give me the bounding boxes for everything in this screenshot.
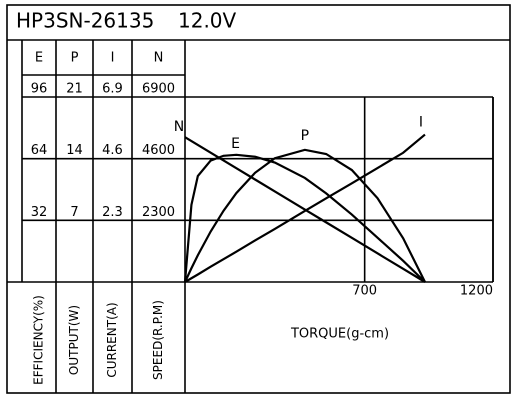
y-tick-label: 64 [31, 143, 48, 158]
x-axis-label: TORQUE(g-cm) [290, 327, 389, 342]
axis-header: N [154, 51, 164, 66]
axis-header: E [35, 51, 43, 66]
series-line [184, 136, 426, 283]
y-tick-label: 4.6 [102, 143, 123, 158]
axis-label: CURRENT(A) [105, 302, 119, 377]
series-label: P [301, 128, 309, 144]
chart-title: HP3SN-26135 [16, 9, 154, 33]
axis-label: SPEED(R.P.M) [151, 300, 165, 380]
series-label: E [231, 136, 240, 152]
y-tick-label: 32 [31, 205, 48, 220]
chart-subtitle: 12.0V [178, 9, 237, 33]
y-tick-label: 4600 [142, 143, 175, 158]
y-tick-label: 6.9 [102, 82, 123, 97]
x-tick-label: 1200 [460, 284, 493, 299]
axis-label: EFFICIENCY(%) [32, 295, 46, 385]
y-tick-label: 96 [31, 82, 48, 97]
frame [6, 4, 511, 394]
y-tick-label: 7 [70, 205, 78, 220]
y-tick-label: 2.3 [102, 205, 123, 220]
series-label: I [419, 115, 423, 131]
axis-header: P [71, 51, 79, 66]
y-tick-label: 14 [66, 143, 83, 158]
x-tick-label: 700 [352, 284, 377, 299]
y-tick-label: 21 [66, 82, 83, 97]
series-line [183, 153, 426, 283]
y-tick-label: 2300 [142, 205, 175, 220]
series-line [184, 148, 426, 283]
series-label: N [174, 119, 184, 135]
axis-header: I [111, 51, 115, 66]
axis-label: OUTPUT(W) [67, 305, 81, 375]
series-line [184, 133, 426, 283]
y-tick-label: 6900 [142, 82, 175, 97]
